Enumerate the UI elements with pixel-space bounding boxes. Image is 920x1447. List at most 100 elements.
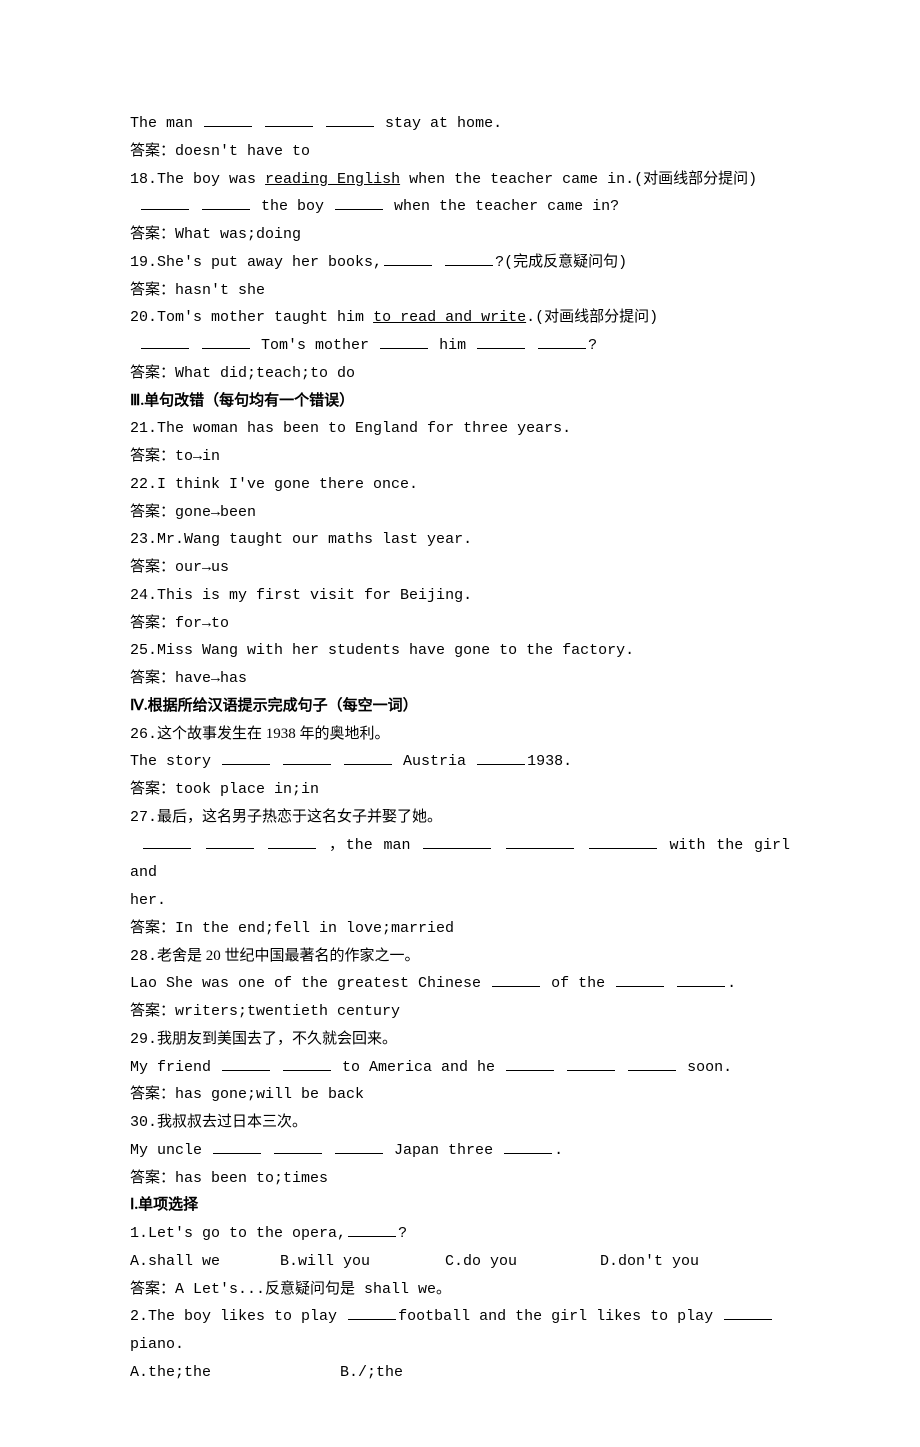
mc1-opt-a: A.shall we (130, 1248, 280, 1276)
q20-answer: 答案：What did;teach;to do (130, 360, 790, 388)
q18-line2: the boy when the teacher came in? (130, 193, 790, 221)
q29-answer-text: has gone;will be back (175, 1086, 364, 1103)
q19-b: ?(完成反意疑问句) (495, 254, 627, 271)
q29-en-b: to America and he (333, 1059, 504, 1076)
section-1-heading: Ⅰ.单项选择 (130, 1192, 790, 1220)
answer-label: 答案： (130, 448, 175, 464)
q27-en: ，the man with the girl and (130, 832, 790, 888)
q20-line2: Tom's mother him ? (130, 332, 790, 360)
q17-stem-b: stay at home. (376, 115, 502, 132)
mc1-options: A.shall weB.will youC.do youD.don't you (130, 1248, 790, 1276)
q30-cn: 30.我叔叔去过日本三次。 (130, 1109, 790, 1137)
q18-num: 18. (130, 171, 157, 188)
q29-en: My friend to America and he soon. (130, 1054, 790, 1082)
q30-answer-text: has been to;times (175, 1170, 328, 1187)
mc2-opt-b: B./;the (340, 1359, 403, 1387)
q21-text: The woman has been to England for three … (157, 420, 571, 437)
q29-num: 29. (130, 1031, 157, 1048)
q22-text: I think I've gone there once. (157, 476, 418, 493)
answer-label: 答案： (130, 504, 175, 520)
q20-stem: 20.Tom's mother taught him to read and w… (130, 304, 790, 332)
q20-answer-text: What did;teach;to do (175, 365, 355, 382)
answer-label: 答案： (130, 282, 175, 298)
answer-label: 答案： (130, 1170, 175, 1186)
q19-answer: 答案：hasn't she (130, 277, 790, 305)
q27-answer: 答案：In the end;fell in love;married (130, 915, 790, 943)
q27-num: 27. (130, 809, 157, 826)
q26-answer-text: took place in;in (175, 781, 319, 798)
mc2-opt-a: A.the;the (130, 1359, 340, 1387)
q23-stem: 23.Mr.Wang taught our maths last year. (130, 526, 790, 554)
q19-answer-text: hasn't she (175, 282, 265, 299)
answer-label: 答案： (130, 226, 175, 242)
q24-answer-text: for→to (175, 615, 229, 632)
q23-text: Mr.Wang taught our maths last year. (157, 531, 472, 548)
q26-en-c: 1938. (527, 753, 572, 770)
q18-a: The boy was (157, 171, 265, 188)
q21-answer-text: to→in (175, 448, 220, 465)
q26-cn-text: 这个故事发生在 1938 年的奥地利。 (157, 726, 390, 742)
q25-stem: 25.Miss Wang with her students have gone… (130, 637, 790, 665)
q19-num: 19. (130, 254, 157, 271)
q25-answer-text: have→has (175, 670, 247, 687)
section-4-heading: Ⅳ.根据所给汉语提示完成句子（每空一词） (130, 693, 790, 721)
answer-label: 答案： (130, 670, 175, 686)
q26-en-a: The story (130, 753, 220, 770)
q28-en-a: Lao She was one of the greatest Chinese (130, 975, 490, 992)
q18-answer: 答案：What was;doing (130, 221, 790, 249)
q28-en-c: . (727, 975, 736, 992)
q23-num: 23. (130, 531, 157, 548)
q27-cn-text: 最后，这名男子热恋于这名女子并娶了她。 (157, 809, 442, 825)
q29-cn-text: 我朋友到美国去了，不久就会回来。 (157, 1031, 397, 1047)
q17-answer-text: doesn't have to (175, 143, 310, 160)
q26-en: The story Austria 1938. (130, 748, 790, 776)
answer-label: 答案： (130, 1003, 175, 1019)
q20-num: 20. (130, 309, 157, 326)
answer-label: 答案： (130, 1281, 175, 1297)
q30-cn-text: 我叔叔去过日本三次。 (157, 1114, 307, 1130)
q22-answer-text: gone→been (175, 504, 256, 521)
q29-en-a: My friend (130, 1059, 220, 1076)
mc1-answer: 答案：A Let's...反意疑问句是 shall we。 (130, 1276, 790, 1304)
mc2-options: A.the;theB./;the (130, 1359, 790, 1387)
q24-num: 24. (130, 587, 157, 604)
q20-u: to read and write (373, 309, 526, 326)
q27-en-mid: ，the man (318, 837, 421, 854)
q25-answer: 答案：have→has (130, 665, 790, 693)
mc1-opt-c: C.do you (445, 1248, 600, 1276)
answer-label: 答案： (130, 920, 175, 936)
q30-num: 30. (130, 1114, 157, 1131)
q21-num: 21. (130, 420, 157, 437)
q20-l2c: ? (588, 337, 597, 354)
q28-answer-text: writers;twentieth century (175, 1003, 400, 1020)
mc2-stem: 2.The boy likes to play football and the… (130, 1303, 790, 1359)
q24-text: This is my first visit for Beijing. (157, 587, 472, 604)
q28-en-b: of the (542, 975, 614, 992)
q28-cn-text: 老舍是 20 世纪中国最著名的作家之一。 (157, 948, 420, 964)
q18-answer-text: What was;doing (175, 226, 301, 243)
answer-label: 答案： (130, 1086, 175, 1102)
q17-stem-a: The man (130, 115, 202, 132)
q30-en-b: Japan three (385, 1142, 502, 1159)
q21-answer: 答案：to→in (130, 443, 790, 471)
q29-en-c: soon. (678, 1059, 732, 1076)
answer-label: 答案： (130, 365, 175, 381)
q18-l2a: the boy (252, 198, 333, 215)
q29-cn: 29.我朋友到美国去了，不久就会回来。 (130, 1026, 790, 1054)
mc1-stem: 1.Let's go to the opera,? (130, 1220, 790, 1248)
q26-cn: 26.这个故事发生在 1938 年的奥地利。 (130, 721, 790, 749)
section-3-heading: Ⅲ.单句改错（每句均有一个错误） (130, 388, 790, 416)
q25-num: 25. (130, 642, 157, 659)
q28-num: 28. (130, 948, 157, 965)
q18-b: when the teacher came in.(对画线部分提问) (400, 171, 757, 188)
q17-answer: 答案：doesn't have to (130, 138, 790, 166)
q18-stem: 18.The boy was reading English when the … (130, 166, 790, 194)
q27-answer-text: In the end;fell in love;married (175, 920, 454, 937)
q27-cn: 27.最后，这名男子热恋于这名女子并娶了她。 (130, 804, 790, 832)
q20-a: Tom's mother taught him (157, 309, 373, 326)
mc2-a: The boy likes to play (148, 1308, 346, 1325)
q22-num: 22. (130, 476, 157, 493)
q27-en-2: her. (130, 887, 790, 915)
mc1-answer-text: A Let's...反意疑问句是 shall we。 (175, 1281, 451, 1298)
q18-l2b: when the teacher came in? (385, 198, 619, 215)
